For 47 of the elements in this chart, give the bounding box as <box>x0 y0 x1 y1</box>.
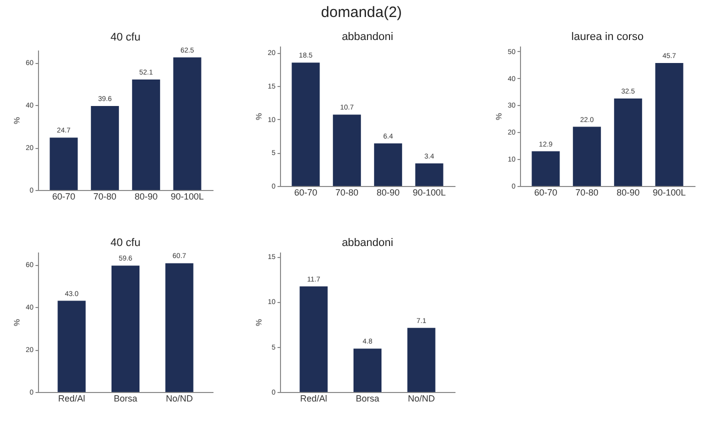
bar <box>572 126 601 186</box>
bar <box>112 266 140 392</box>
bar <box>614 98 642 186</box>
bar <box>58 300 86 392</box>
x-tick-label: 80-90 <box>616 188 640 198</box>
x-tick-label: 70-80 <box>575 188 598 198</box>
x-tick-label: 80-90 <box>376 188 400 198</box>
x-tick-label: Red/Al <box>58 394 86 404</box>
bar <box>132 79 160 190</box>
bar <box>332 114 361 186</box>
x-tick-label: Red/Al <box>300 394 328 404</box>
x-tick-label: 90-100L <box>652 188 686 198</box>
bar <box>415 163 444 186</box>
x-tick-label: 60-70 <box>294 188 318 198</box>
bar <box>532 151 560 186</box>
x-tick-label: 80-90 <box>134 192 158 202</box>
x-tick-label: No/ND <box>408 394 436 404</box>
x-tick-label: 60-70 <box>534 188 558 198</box>
bar <box>165 263 194 392</box>
bar <box>655 62 684 186</box>
y-axis-title: % <box>494 112 504 120</box>
x-tick-label: 90-100L <box>170 192 204 202</box>
x-tick-label: 90-100L <box>412 188 446 198</box>
chart-title: laurea in corso <box>571 31 644 43</box>
chart-title: abbandoni <box>342 31 394 43</box>
x-tick-label: 70-80 <box>93 192 116 202</box>
chart-title: 40 cfu <box>110 237 140 249</box>
bar <box>300 286 328 392</box>
chart-title: abbandoni <box>342 237 394 249</box>
bar <box>374 143 402 186</box>
x-tick-label: 60-70 <box>52 192 76 202</box>
bar <box>90 106 119 190</box>
bar <box>407 328 436 392</box>
y-axis-title: % <box>254 112 264 120</box>
text: domanda(2) <box>320 4 403 21</box>
bar <box>354 348 382 392</box>
bar <box>173 57 202 190</box>
y-axis-title: % <box>254 318 264 326</box>
y-axis-title: % <box>12 318 22 326</box>
x-tick-label: 70-80 <box>335 188 358 198</box>
chart-title: 40 cfu <box>110 31 140 44</box>
x-tick-label: Borsa <box>114 394 138 404</box>
bar <box>292 62 320 186</box>
x-tick-label: Borsa <box>356 394 380 404</box>
y-axis-title: % <box>12 116 22 124</box>
x-tick-label: No/ND <box>166 394 194 404</box>
bar <box>50 138 78 190</box>
